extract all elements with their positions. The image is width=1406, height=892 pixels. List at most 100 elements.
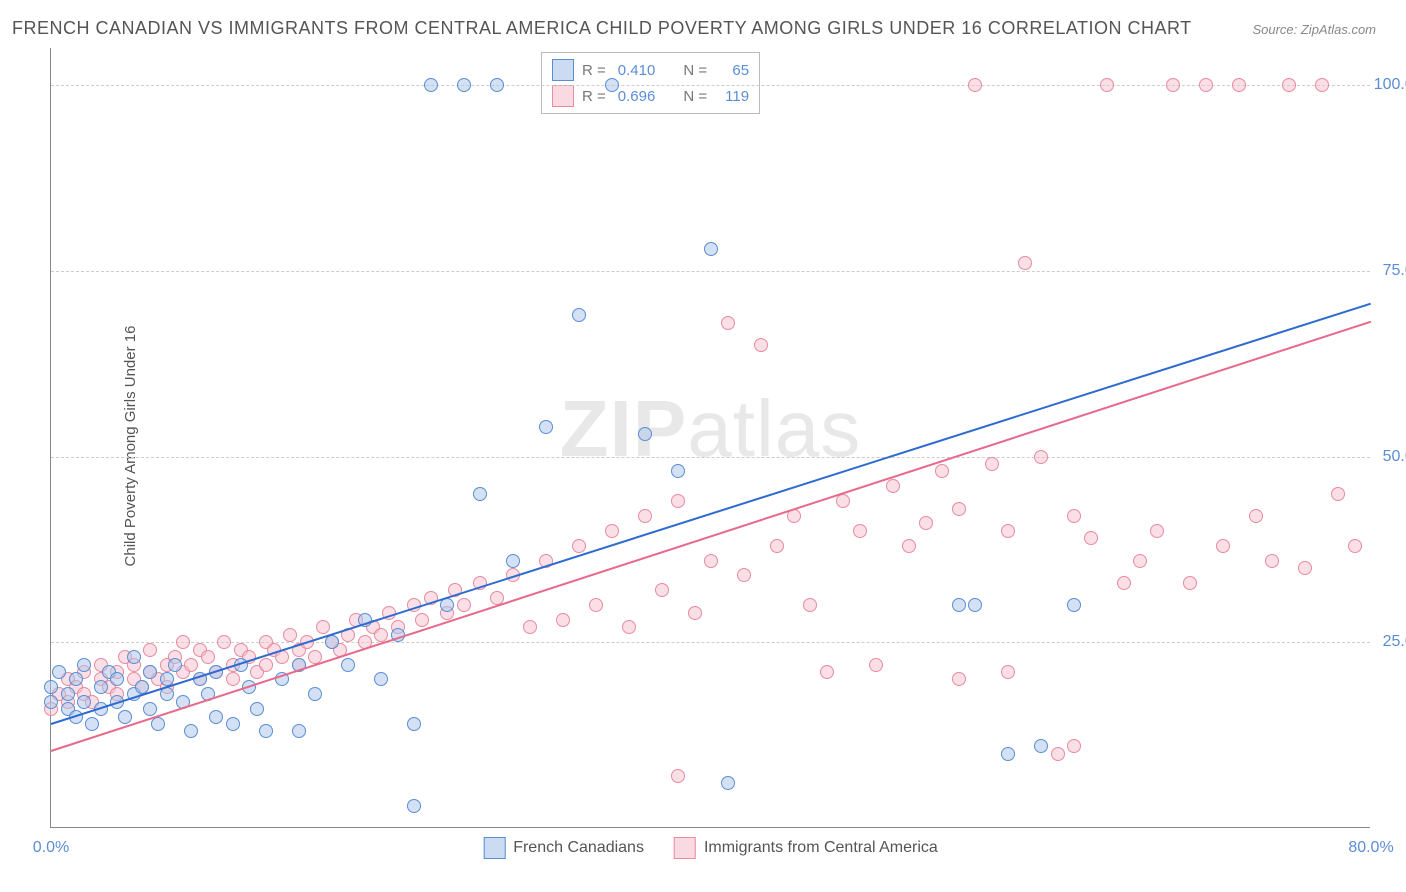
data-point xyxy=(803,598,817,612)
data-point xyxy=(1067,739,1081,753)
legend-series: French CanadiansImmigrants from Central … xyxy=(483,837,938,859)
y-tick-label: 50.0% xyxy=(1383,448,1406,466)
data-point xyxy=(374,672,388,686)
data-point xyxy=(572,308,586,322)
y-tick-label: 100.0% xyxy=(1374,76,1406,94)
data-point xyxy=(143,665,157,679)
data-point xyxy=(407,799,421,813)
data-point xyxy=(226,672,240,686)
data-point xyxy=(836,494,850,508)
stat-r-label: R = xyxy=(582,88,606,105)
data-point xyxy=(325,635,339,649)
data-point xyxy=(77,658,91,672)
data-point xyxy=(1348,539,1362,553)
data-point xyxy=(1150,524,1164,538)
data-point xyxy=(77,695,91,709)
data-point xyxy=(853,524,867,538)
data-point xyxy=(770,539,784,553)
data-point xyxy=(316,620,330,634)
chart-title: FRENCH CANADIAN VS IMMIGRANTS FROM CENTR… xyxy=(12,18,1192,39)
legend-stats: R =0.410N =65R =0.696N =119 xyxy=(541,52,760,114)
data-point xyxy=(902,539,916,553)
data-point xyxy=(1331,487,1345,501)
data-point xyxy=(1315,78,1329,92)
data-point xyxy=(886,479,900,493)
data-point xyxy=(85,717,99,731)
legend-swatch xyxy=(552,85,574,107)
data-point xyxy=(176,635,190,649)
watermark: ZIPatlas xyxy=(560,382,861,474)
stat-n-label: N = xyxy=(683,88,707,105)
data-point xyxy=(820,665,834,679)
data-point xyxy=(985,457,999,471)
data-point xyxy=(1018,256,1032,270)
legend-swatch xyxy=(674,837,696,859)
data-point xyxy=(589,598,603,612)
data-point xyxy=(605,78,619,92)
data-point xyxy=(457,598,471,612)
data-point xyxy=(184,658,198,672)
data-point xyxy=(1282,78,1296,92)
data-point xyxy=(1249,509,1263,523)
data-point xyxy=(556,613,570,627)
data-point xyxy=(704,554,718,568)
data-point xyxy=(704,242,718,256)
data-point xyxy=(201,650,215,664)
data-point xyxy=(127,650,141,664)
data-point xyxy=(952,502,966,516)
legend-label: Immigrants from Central America xyxy=(704,839,938,857)
data-point xyxy=(217,635,231,649)
data-point xyxy=(688,606,702,620)
legend-swatch xyxy=(483,837,505,859)
y-tick-label: 75.0% xyxy=(1383,262,1406,280)
data-point xyxy=(407,717,421,731)
data-point xyxy=(457,78,471,92)
data-point xyxy=(869,658,883,672)
data-point xyxy=(1067,509,1081,523)
data-point xyxy=(473,487,487,501)
data-point xyxy=(1034,739,1048,753)
data-point xyxy=(638,509,652,523)
gridline xyxy=(51,642,1370,643)
data-point xyxy=(424,78,438,92)
data-point xyxy=(259,724,273,738)
legend-item: Immigrants from Central America xyxy=(674,837,938,859)
data-point xyxy=(283,628,297,642)
data-point xyxy=(638,427,652,441)
data-point xyxy=(671,464,685,478)
data-point xyxy=(721,316,735,330)
data-point xyxy=(209,710,223,724)
data-point xyxy=(671,769,685,783)
data-point xyxy=(539,420,553,434)
data-point xyxy=(1084,531,1098,545)
data-point xyxy=(259,658,273,672)
source-label: Source: ZipAtlas.com xyxy=(1252,22,1376,37)
data-point xyxy=(250,702,264,716)
data-point xyxy=(308,687,322,701)
data-point xyxy=(69,672,83,686)
data-point xyxy=(605,524,619,538)
data-point xyxy=(61,687,75,701)
stat-n-label: N = xyxy=(683,62,707,79)
regression-line xyxy=(51,321,1372,752)
data-point xyxy=(572,539,586,553)
data-point xyxy=(506,554,520,568)
legend-row: R =0.696N =119 xyxy=(552,83,749,109)
data-point xyxy=(721,776,735,790)
data-point xyxy=(1001,747,1015,761)
data-point xyxy=(94,680,108,694)
data-point xyxy=(490,78,504,92)
x-tick-label: 80.0% xyxy=(1348,839,1393,857)
data-point xyxy=(1199,78,1213,92)
stat-r-value: 0.696 xyxy=(618,88,656,105)
plot-area: ZIPatlas R =0.410N =65R =0.696N =119 Fre… xyxy=(50,48,1370,828)
data-point xyxy=(118,710,132,724)
data-point xyxy=(754,338,768,352)
data-point xyxy=(143,643,157,657)
data-point xyxy=(341,658,355,672)
gridline xyxy=(51,271,1370,272)
data-point xyxy=(523,620,537,634)
data-point xyxy=(1133,554,1147,568)
data-point xyxy=(1051,747,1065,761)
data-point xyxy=(1216,539,1230,553)
